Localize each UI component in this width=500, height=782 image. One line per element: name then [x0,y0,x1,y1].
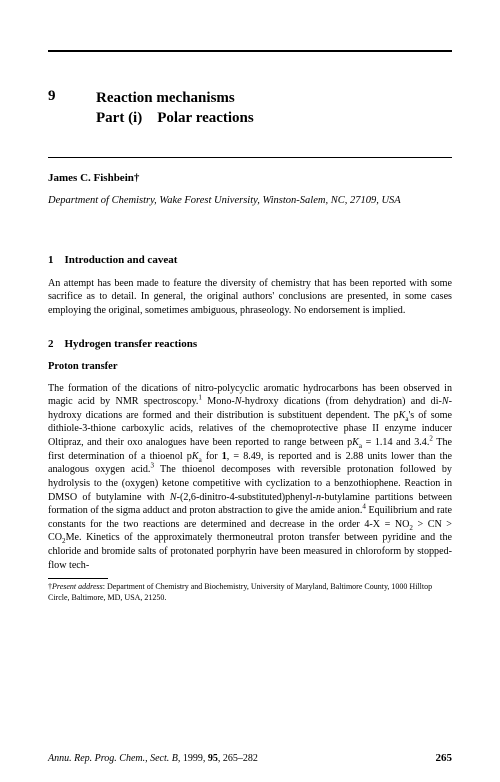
chapter-header: 9 Reaction mechanisms Part (i) Polar rea… [48,88,452,129]
section-1-heading: 1 Introduction and caveat [48,254,452,266]
mid-rule [48,157,452,158]
chapter-title-line1: Reaction mechanisms [96,88,254,108]
section-2-subheading: Proton transfer [48,361,452,372]
page-footer: Annu. Rep. Prog. Chem., Sect. B, 1999, 9… [48,752,452,764]
chapter-title-line2: Part (i) Polar reactions [96,108,254,128]
chapter-title: Reaction mechanisms Part (i) Polar react… [96,88,254,129]
journal-year-vol: 1999, 95, 265–282 [180,753,258,764]
footnote-text: †Present address: Department of Chemistr… [48,582,452,603]
top-rule [48,50,452,52]
affiliation: Department of Chemistry, Wake Forest Uni… [48,194,452,208]
journal-reference: Annu. Rep. Prog. Chem., Sect. B, 1999, 9… [48,753,258,764]
section-1-body: An attempt has been made to feature the … [48,277,452,318]
author-name: James C. Fishbein† [48,172,452,184]
section-2-body: The formation of the dications of nitro-… [48,382,452,573]
journal-name: Annu. Rep. Prog. Chem., Sect. B, [48,753,180,764]
footnote-rule [48,578,108,579]
section-2-heading: 2 Hydrogen transfer reactions [48,338,452,350]
chapter-number: 9 [48,88,96,129]
page-number: 265 [436,752,453,764]
